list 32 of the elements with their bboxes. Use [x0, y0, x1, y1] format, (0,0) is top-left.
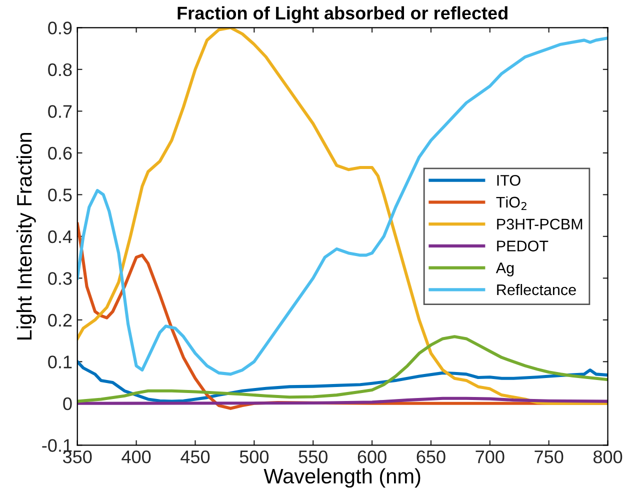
legend-label: TiO$_{2}$ [496, 196, 526, 210]
legend-label: P3HT-PCBM [497, 218, 582, 230]
legend-label: ITO [497, 174, 520, 186]
y-tick-label: 0.3 [48, 272, 72, 285]
y-tick-label: 0.8 [48, 63, 72, 76]
x-axis-title: Wavelength (nm) [264, 468, 420, 488]
x-tick-label: 750 [534, 450, 564, 464]
x-tick-label: 800 [594, 450, 622, 464]
y-tick-label: 0.6 [48, 146, 72, 160]
y-tick-label: 0.7 [48, 105, 72, 118]
line-series [77, 360, 608, 403]
y-tick-label: 0.9 [48, 22, 72, 34]
legend-label: Ag [496, 262, 514, 276]
legend-label: Reflectance [497, 284, 576, 296]
x-tick-label: 400 [122, 450, 151, 464]
y-tick-label: 0.4 [48, 230, 72, 244]
y-tick-label: 0.2 [48, 314, 72, 327]
x-tick-label: 600 [358, 450, 386, 464]
x-tick-label: 700 [476, 450, 504, 464]
x-tick-label: 500 [240, 450, 269, 464]
chart-title: Fraction of Light absorbed or reflected [178, 6, 508, 24]
x-tick-label: 550 [298, 450, 328, 464]
y-tick-label: 0.1 [48, 356, 72, 368]
x-tick-label: 650 [416, 450, 446, 464]
y-tick-label: 0.5 [48, 188, 72, 202]
x-tick-label: 350 [63, 450, 92, 464]
y-axis-title: Light Intensity Fraction [16, 132, 36, 340]
x-tick-label: 450 [180, 450, 210, 464]
line-series [77, 335, 608, 403]
y-tick-label: -0.1 [42, 439, 72, 452]
legend-label: PEDOT [497, 240, 548, 252]
y-tick-label: 0 [63, 397, 72, 410]
